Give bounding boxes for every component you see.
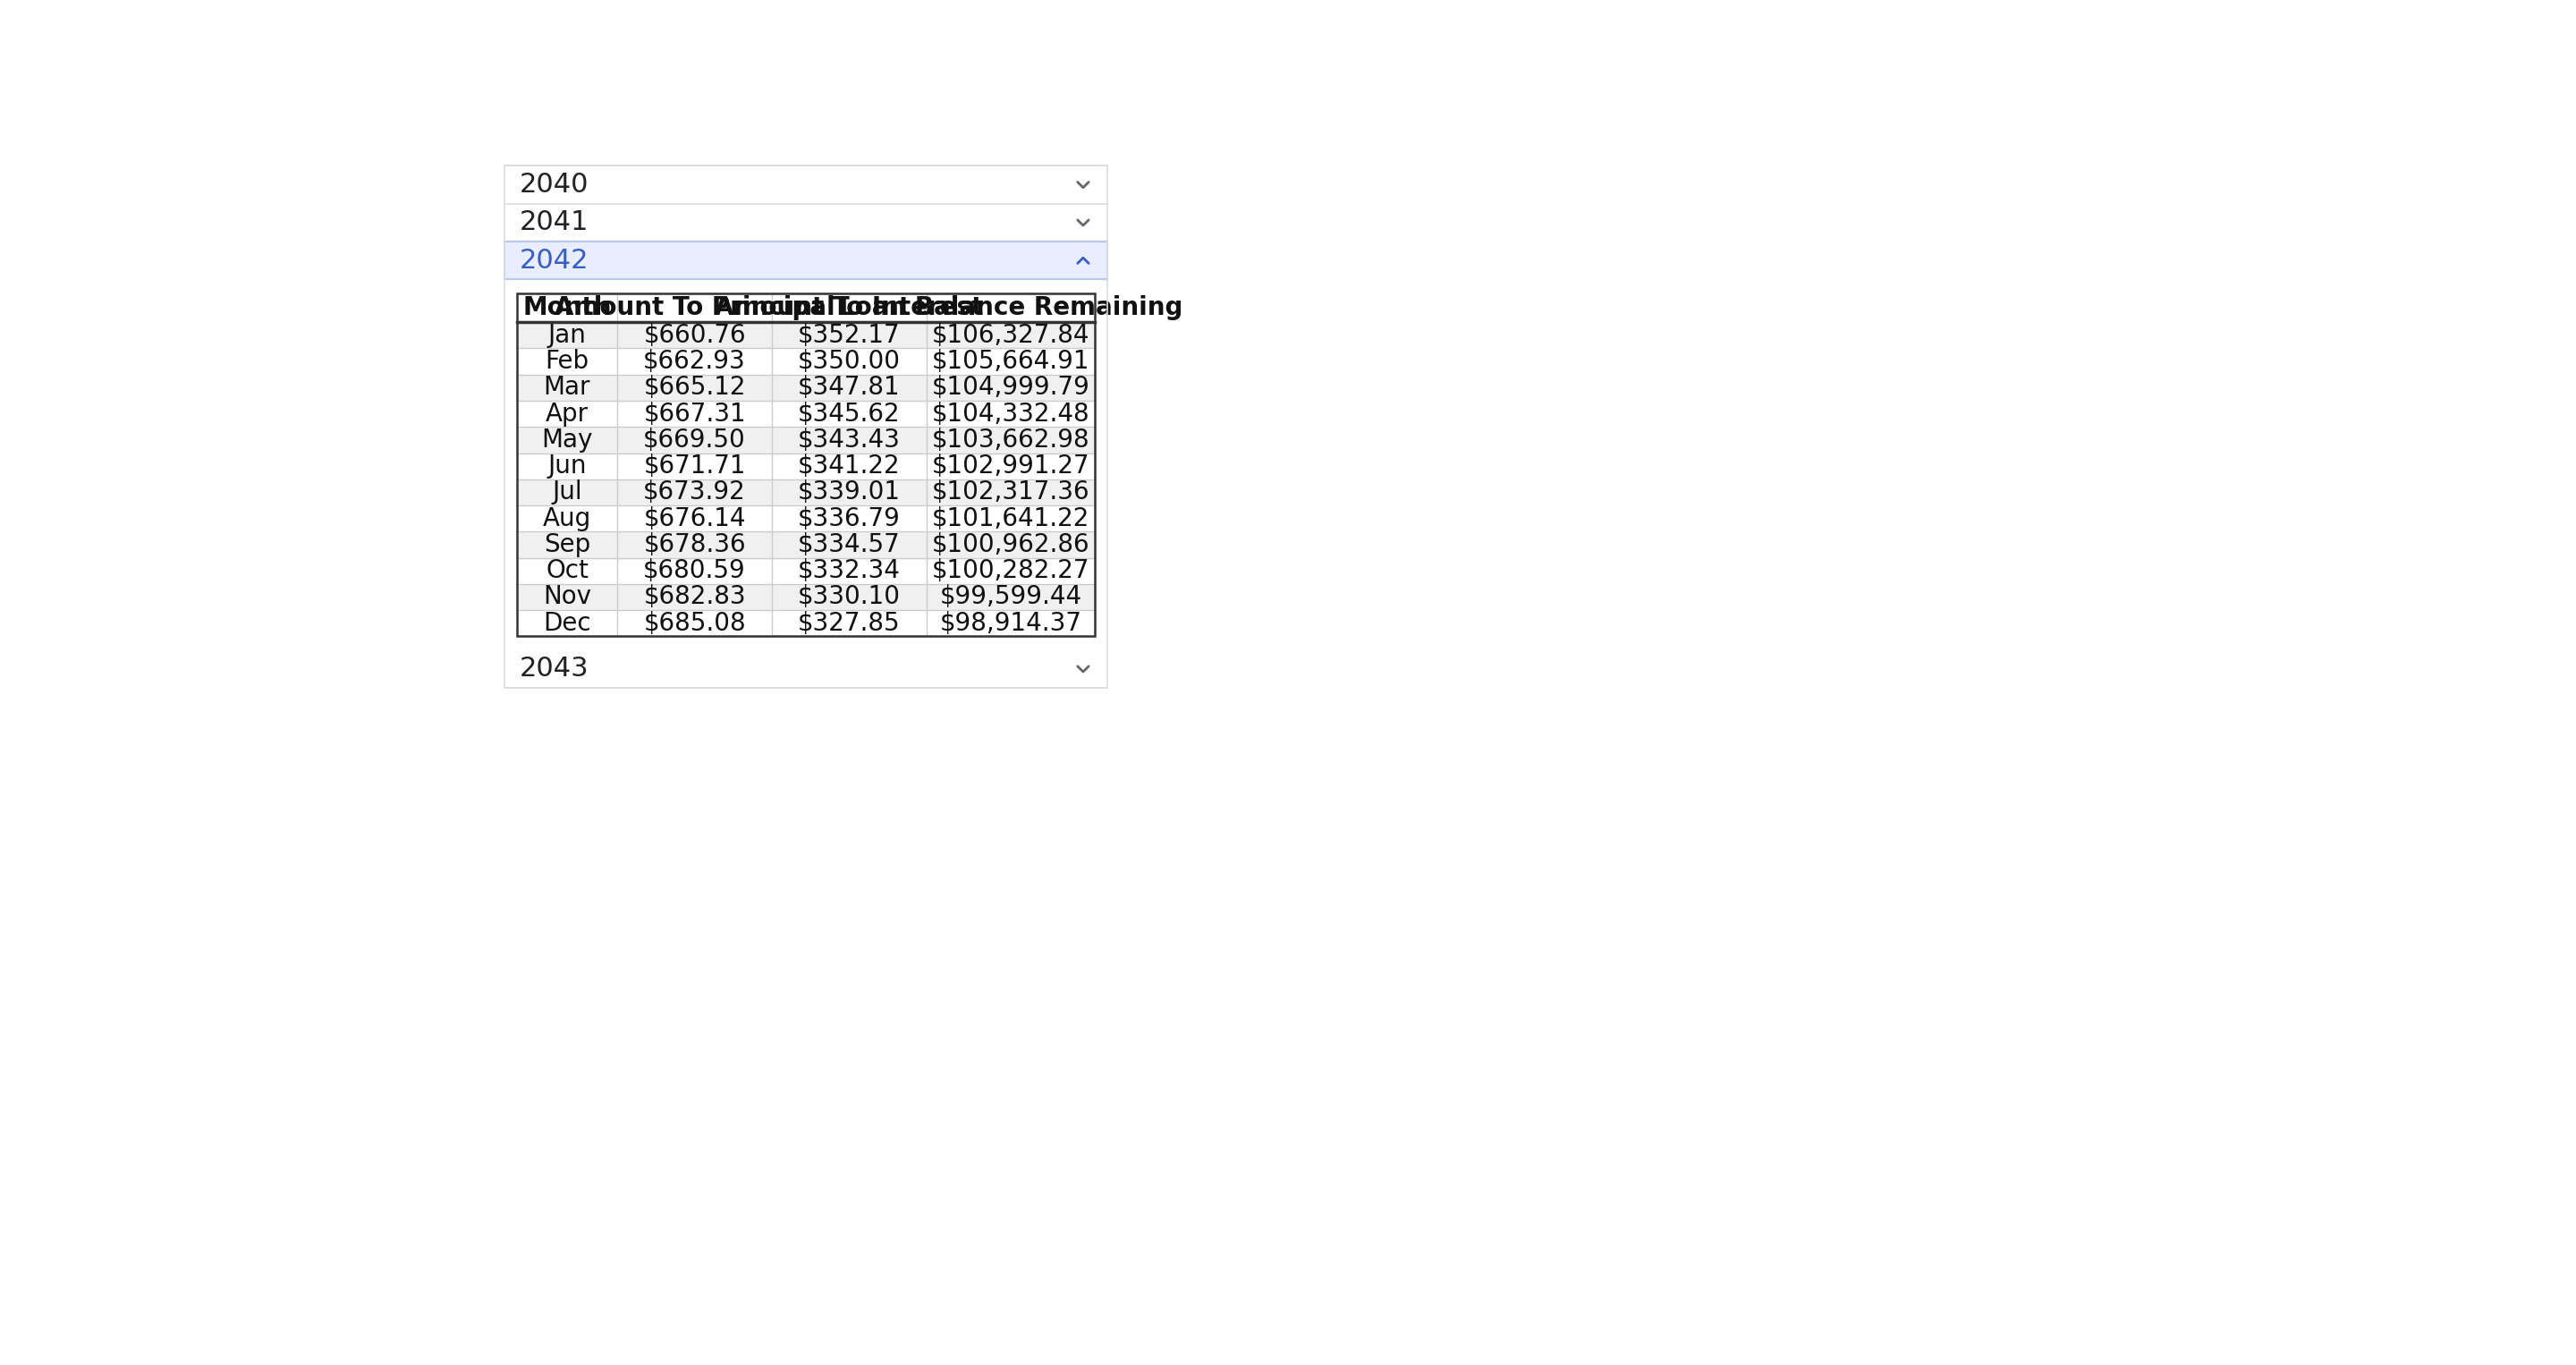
Text: $100,282.27: $100,282.27 (933, 558, 1090, 583)
Text: 2042: 2042 (520, 247, 590, 273)
Text: 2041: 2041 (520, 210, 590, 236)
Text: Month: Month (523, 295, 611, 321)
Text: Apr: Apr (546, 401, 587, 426)
Text: Amount To Principal: Amount To Principal (554, 295, 835, 321)
Bar (505, 167, 1108, 203)
Bar (518, 505, 1095, 531)
Bar (518, 401, 1095, 427)
Text: $671.71: $671.71 (644, 453, 747, 479)
Text: $104,332.48: $104,332.48 (933, 401, 1090, 426)
Text: $665.12: $665.12 (644, 375, 747, 400)
Text: $662.93: $662.93 (644, 349, 747, 374)
Text: $98,914.37: $98,914.37 (940, 610, 1082, 636)
Text: Oct: Oct (546, 558, 587, 583)
Bar (518, 348, 1095, 374)
Text: $680.59: $680.59 (644, 558, 747, 583)
Text: $103,662.98: $103,662.98 (933, 427, 1090, 453)
Text: $345.62: $345.62 (799, 401, 902, 426)
Text: $104,999.79: $104,999.79 (933, 375, 1090, 400)
Bar (518, 374, 1095, 401)
Text: Mar: Mar (544, 375, 590, 400)
Bar (518, 479, 1095, 505)
Text: $352.17: $352.17 (799, 322, 902, 348)
Bar (518, 584, 1095, 610)
Bar (505, 650, 1108, 688)
Text: $327.85: $327.85 (799, 610, 902, 636)
Text: 2040: 2040 (520, 172, 590, 198)
Text: Jan: Jan (549, 322, 587, 348)
Text: May: May (541, 427, 592, 453)
Text: $676.14: $676.14 (644, 506, 747, 531)
Text: $102,317.36: $102,317.36 (933, 480, 1090, 505)
Text: $101,641.22: $101,641.22 (933, 506, 1090, 531)
Text: $678.36: $678.36 (644, 532, 747, 557)
Bar (505, 167, 1108, 688)
Text: $100,962.86: $100,962.86 (933, 532, 1090, 557)
Text: $105,664.91: $105,664.91 (933, 349, 1090, 374)
Text: Amount To Interest: Amount To Interest (716, 295, 984, 321)
Text: $667.31: $667.31 (644, 401, 747, 426)
Text: $102,991.27: $102,991.27 (933, 453, 1090, 479)
Text: $350.00: $350.00 (799, 349, 902, 374)
Text: $336.79: $336.79 (799, 506, 902, 531)
Bar (518, 322, 1095, 348)
Text: 2043: 2043 (520, 657, 590, 682)
Text: $334.57: $334.57 (799, 532, 902, 557)
Text: $660.76: $660.76 (644, 322, 747, 348)
Text: $347.81: $347.81 (799, 375, 902, 400)
Text: $343.43: $343.43 (799, 427, 902, 453)
Bar (518, 293, 1095, 636)
Text: $332.34: $332.34 (799, 558, 902, 583)
Text: Dec: Dec (544, 610, 590, 636)
Text: Sep: Sep (544, 532, 590, 557)
Bar (518, 610, 1095, 636)
Text: Feb: Feb (546, 349, 590, 374)
Bar (518, 531, 1095, 558)
Bar (505, 203, 1108, 242)
Text: Aug: Aug (544, 506, 592, 531)
Text: $682.83: $682.83 (644, 584, 747, 610)
Text: Jul: Jul (551, 480, 582, 505)
Bar (518, 427, 1095, 453)
Text: $330.10: $330.10 (799, 584, 902, 610)
Text: $106,327.84: $106,327.84 (933, 322, 1090, 348)
Text: Jun: Jun (549, 453, 587, 479)
Bar (518, 293, 1095, 636)
Text: $339.01: $339.01 (799, 480, 902, 505)
Bar (505, 242, 1108, 280)
Text: $341.22: $341.22 (799, 453, 902, 479)
Bar (518, 558, 1095, 584)
Text: $669.50: $669.50 (644, 427, 747, 453)
Text: $99,599.44: $99,599.44 (940, 584, 1082, 610)
Text: $685.08: $685.08 (644, 610, 747, 636)
Bar (518, 293, 1095, 322)
Bar (518, 453, 1095, 479)
Text: Nov: Nov (544, 584, 592, 610)
Text: Loan Balance Remaining: Loan Balance Remaining (840, 295, 1182, 321)
Text: $673.92: $673.92 (644, 480, 747, 505)
